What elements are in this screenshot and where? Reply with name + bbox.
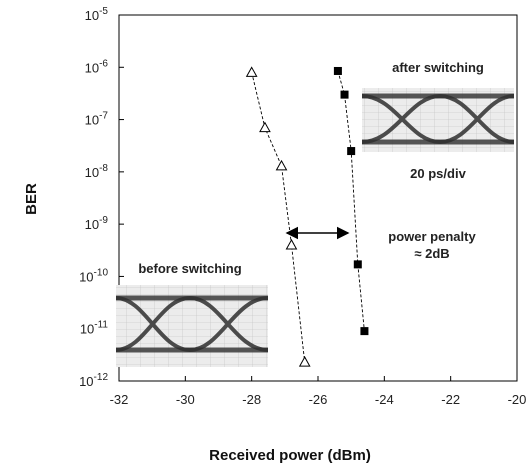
triangle-point xyxy=(275,159,288,171)
power-penalty-value: ≈ 2dB xyxy=(414,246,449,261)
x-tick-label: -32 xyxy=(110,392,129,407)
y-axis-ticks: 10-5 10-6 10-7 10-8 10-9 10-10 10-11 10-12 xyxy=(79,6,124,389)
power-penalty-label: power penalty xyxy=(388,229,476,244)
y-tick-label: 10-10 xyxy=(79,267,108,284)
y-tick-label: 10-9 xyxy=(85,215,109,232)
square-point xyxy=(333,66,342,75)
x-tick-label: -22 xyxy=(441,392,460,407)
y-tick-label: 10-5 xyxy=(85,6,109,23)
square-point xyxy=(340,90,349,99)
series-1-fit-line xyxy=(251,72,306,363)
before-switching-label: before switching xyxy=(138,261,241,276)
x-tick-label: -20 xyxy=(508,392,527,407)
x-tick-label: -26 xyxy=(309,392,328,407)
y-tick-label: 10-11 xyxy=(80,320,109,337)
square-point xyxy=(353,260,362,269)
square-point xyxy=(360,327,369,336)
x-axis-title: Received power (dBm) xyxy=(209,447,371,464)
triangle-point xyxy=(285,238,298,250)
y-axis-title: BER xyxy=(23,183,40,215)
x-tick-label: -28 xyxy=(242,392,261,407)
triangle-point xyxy=(259,121,271,133)
eye-scale-label: 20 ps/div xyxy=(410,166,466,181)
series-2-fit-line xyxy=(337,70,365,332)
after-switching-label: after switching xyxy=(392,60,484,75)
eye-diagram-before-switching xyxy=(115,285,269,367)
eye-diagram-after-switching xyxy=(361,88,515,152)
triangle-point xyxy=(298,356,311,367)
triangle-point xyxy=(245,66,258,77)
y-tick-label: 10-12 xyxy=(79,372,108,389)
x-tick-label: -30 xyxy=(176,392,195,407)
y-tick-label: 10-7 xyxy=(85,111,109,128)
series-layer xyxy=(245,66,369,367)
x-axis-ticks: -32 -30 -28 -26 -24 -22 -20 xyxy=(110,376,527,407)
y-tick-label: 10-8 xyxy=(85,163,109,180)
x-tick-label: -24 xyxy=(375,392,394,407)
y-tick-label: 10-6 xyxy=(85,58,109,75)
square-point xyxy=(347,147,356,156)
